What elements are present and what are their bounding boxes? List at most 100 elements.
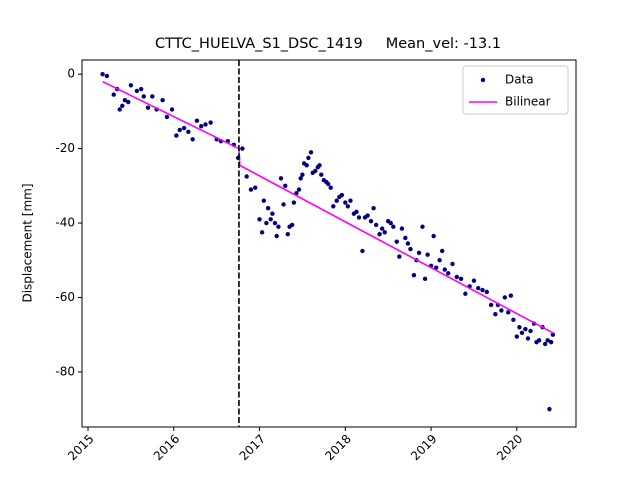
- data-point: [545, 338, 550, 343]
- data-point: [169, 107, 175, 112]
- data-point: [471, 278, 477, 283]
- data-point: [458, 276, 464, 282]
- data-point: [371, 205, 376, 211]
- legend-marker: [480, 77, 486, 83]
- data-point: [264, 220, 269, 226]
- data-point: [308, 150, 314, 155]
- data-point: [373, 222, 379, 228]
- data-point: [536, 338, 542, 343]
- y-tick-label: -80: [55, 364, 75, 378]
- data-point: [339, 192, 345, 198]
- data-point: [416, 250, 422, 256]
- data-point: [325, 181, 331, 187]
- data-point: [150, 94, 155, 99]
- data-point: [126, 99, 131, 105]
- data-point: [281, 202, 286, 207]
- data-point: [248, 187, 254, 192]
- data-point: [141, 94, 146, 99]
- data-point: [356, 215, 362, 220]
- y-tick-label: -20: [55, 141, 75, 155]
- data-point: [100, 71, 105, 77]
- data-point: [348, 198, 353, 203]
- data-point: [128, 83, 134, 88]
- data-point: [313, 168, 318, 174]
- data-point: [261, 198, 267, 203]
- legend-label: Data: [505, 73, 534, 87]
- data-point: [111, 92, 116, 97]
- data-point: [484, 289, 490, 295]
- data-point: [272, 220, 278, 226]
- data-point: [145, 105, 151, 110]
- data-point: [550, 332, 556, 337]
- data-point: [450, 261, 455, 267]
- data-point: [440, 248, 445, 254]
- data-point: [382, 230, 387, 235]
- data-point: [454, 274, 459, 280]
- data-point: [306, 155, 311, 161]
- data-point: [411, 272, 417, 278]
- data-point: [434, 265, 439, 270]
- data-point: [319, 172, 324, 177]
- data-point: [120, 103, 125, 108]
- data-point: [331, 204, 336, 209]
- data-point: [199, 124, 204, 129]
- data-point: [408, 246, 413, 252]
- data-point: [360, 248, 365, 254]
- data-point: [253, 185, 258, 190]
- data-point: [431, 233, 436, 239]
- data-point: [194, 118, 200, 123]
- data-point: [442, 267, 447, 272]
- data-point: [354, 209, 359, 215]
- data-point: [480, 287, 485, 293]
- data-point: [508, 293, 514, 298]
- data-point: [274, 233, 279, 239]
- y-tick-label: 0: [67, 67, 75, 81]
- data-point: [397, 254, 402, 259]
- data-point: [138, 86, 144, 92]
- data-point: [542, 341, 548, 347]
- data-point: [403, 235, 408, 241]
- data-point: [270, 211, 275, 216]
- data-point: [525, 336, 531, 341]
- data-point: [399, 226, 405, 231]
- data-point: [174, 133, 179, 138]
- data-point: [437, 258, 442, 263]
- data-point: [488, 302, 494, 308]
- data-point: [259, 230, 265, 235]
- data-point: [345, 204, 351, 209]
- data-point: [499, 308, 504, 313]
- data-point: [502, 295, 508, 300]
- data-point: [394, 239, 399, 244]
- data-point: [420, 224, 425, 229]
- legend: Data Bilinear: [462, 65, 569, 115]
- data-point: [391, 224, 396, 229]
- data-point: [528, 328, 533, 334]
- data-point: [517, 325, 522, 330]
- data-point: [328, 185, 333, 190]
- data-point: [547, 406, 552, 412]
- data-point: [122, 97, 128, 103]
- data-point: [379, 226, 385, 231]
- data-point: [244, 174, 249, 179]
- data-point: [240, 146, 245, 151]
- chart-title: CTTC_HUELVA_S1_DSC_1419 Mean_vel: -13.1: [155, 36, 501, 52]
- data-point: [208, 120, 213, 125]
- data-point: [388, 220, 393, 226]
- data-point: [181, 125, 187, 131]
- data-point: [317, 163, 322, 168]
- data-point: [334, 198, 339, 203]
- data-point: [177, 127, 182, 133]
- data-point: [365, 213, 370, 218]
- data-point: [289, 222, 295, 228]
- legend-label: Bilinear: [505, 95, 551, 109]
- data-point: [203, 122, 208, 127]
- data-point: [104, 73, 110, 79]
- data-point: [285, 231, 291, 237]
- data-point: [278, 176, 284, 181]
- data-point: [493, 312, 498, 317]
- data-point: [304, 163, 309, 168]
- plot-frame: [81, 59, 577, 428]
- data-point: [425, 252, 430, 257]
- data-point: [377, 231, 382, 237]
